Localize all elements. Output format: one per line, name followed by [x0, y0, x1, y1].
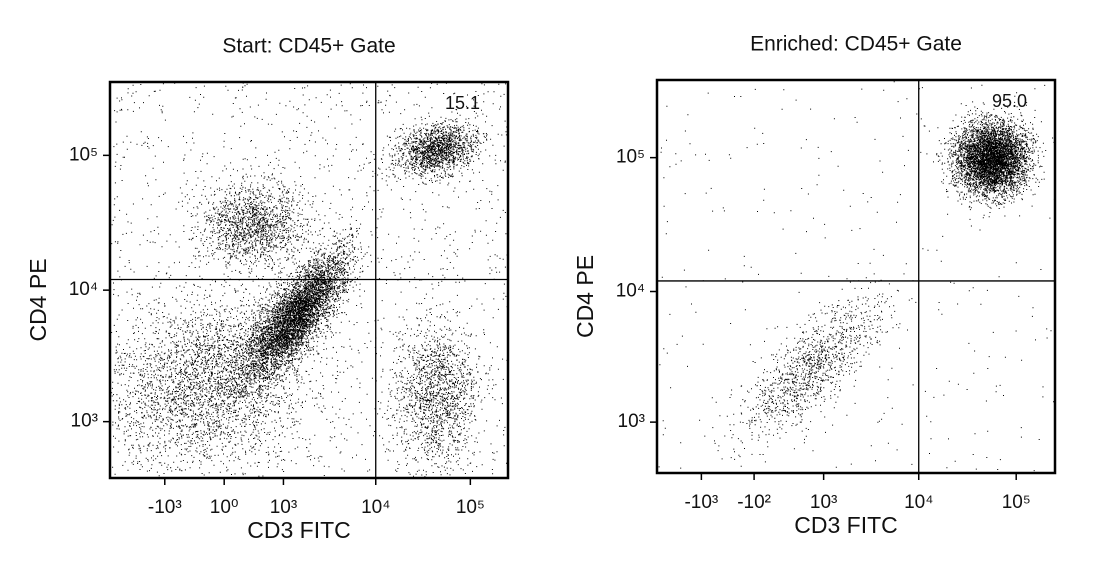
quadrant-percentage: 95.0 [992, 91, 1027, 111]
y-tick-label: 10³ [71, 411, 98, 432]
y-tick-label: 10⁴ [69, 279, 98, 300]
x-tick-label: 10⁵ [456, 497, 485, 518]
event-dots [658, 81, 1055, 472]
y-tick-label: 10⁵ [69, 144, 98, 165]
quadrant-percentage: 15.1 [445, 93, 480, 113]
plot-frame [655, 78, 1057, 475]
y-axis-label: CD4 PE [25, 258, 51, 341]
x-tick-label: 10⁰ [210, 497, 239, 518]
x-tick-label: -10³ [684, 492, 718, 513]
event-dots [111, 82, 508, 478]
x-tick-label: 10⁵ [1002, 492, 1031, 513]
y-tick-label: 10⁵ [616, 147, 645, 168]
x-tick-label: 10³ [810, 492, 837, 513]
x-tick-label: 10³ [270, 497, 297, 518]
x-tick-label: -10² [737, 492, 771, 513]
chart-title: Start: CD45+ Gate [222, 35, 395, 58]
x-tick-label: 10⁴ [904, 492, 933, 513]
x-axis-label: CD3 FITC [794, 512, 898, 538]
y-axis-label: CD4 PE [572, 255, 598, 338]
x-tick-label: 10⁴ [361, 497, 390, 518]
y-tick-label: 10³ [618, 411, 645, 432]
chart-title: Enriched: CD45+ Gate [750, 33, 962, 56]
x-tick-label: -10³ [148, 497, 182, 518]
x-axis-label: CD3 FITC [247, 517, 351, 543]
y-tick-label: 10⁴ [616, 281, 645, 302]
